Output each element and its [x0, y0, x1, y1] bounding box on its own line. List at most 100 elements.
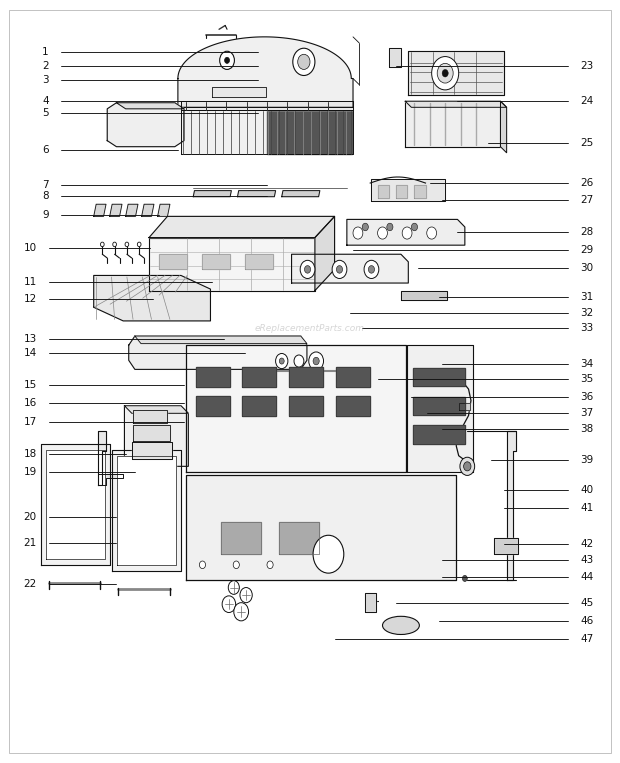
Polygon shape	[405, 101, 507, 108]
Polygon shape	[98, 431, 106, 485]
Polygon shape	[289, 396, 323, 416]
Text: 9: 9	[42, 210, 49, 220]
Text: 47: 47	[580, 634, 593, 644]
Circle shape	[460, 457, 475, 475]
Circle shape	[276, 353, 288, 369]
Polygon shape	[211, 87, 266, 98]
Circle shape	[233, 561, 239, 568]
Polygon shape	[409, 51, 503, 95]
Circle shape	[224, 57, 229, 63]
Text: 39: 39	[580, 455, 593, 465]
Text: 25: 25	[580, 138, 593, 148]
Text: 10: 10	[24, 243, 37, 253]
Text: 40: 40	[580, 485, 593, 495]
Circle shape	[222, 596, 236, 613]
Polygon shape	[246, 254, 273, 269]
Circle shape	[437, 63, 453, 83]
Polygon shape	[126, 204, 138, 217]
Circle shape	[313, 536, 344, 573]
Polygon shape	[371, 179, 445, 201]
Polygon shape	[94, 204, 106, 217]
Polygon shape	[242, 367, 276, 387]
Circle shape	[387, 224, 393, 230]
Polygon shape	[365, 593, 376, 612]
Polygon shape	[110, 204, 122, 217]
Text: 41: 41	[580, 503, 593, 513]
Text: 43: 43	[580, 555, 593, 565]
Polygon shape	[196, 396, 229, 416]
Text: 3: 3	[42, 75, 49, 85]
Circle shape	[100, 242, 104, 246]
Text: 37: 37	[580, 407, 593, 417]
Text: 23: 23	[580, 61, 593, 72]
Circle shape	[442, 69, 448, 77]
Text: 45: 45	[580, 598, 593, 608]
Circle shape	[368, 266, 374, 273]
Polygon shape	[186, 475, 456, 580]
Polygon shape	[98, 474, 123, 485]
Text: 38: 38	[580, 424, 593, 434]
Circle shape	[234, 603, 249, 621]
Circle shape	[300, 260, 315, 278]
Text: 42: 42	[580, 539, 593, 549]
Circle shape	[332, 260, 347, 278]
Text: 34: 34	[580, 359, 593, 369]
Text: 30: 30	[580, 263, 593, 273]
Text: 22: 22	[24, 579, 37, 590]
Polygon shape	[405, 101, 500, 146]
Polygon shape	[336, 396, 370, 416]
Circle shape	[378, 227, 388, 239]
Text: 6: 6	[42, 145, 49, 155]
Polygon shape	[267, 111, 352, 154]
Circle shape	[353, 227, 363, 239]
Circle shape	[200, 561, 206, 568]
Polygon shape	[494, 538, 518, 554]
Circle shape	[304, 266, 311, 273]
Text: 29: 29	[580, 245, 593, 255]
Text: 16: 16	[24, 398, 37, 408]
Polygon shape	[117, 456, 176, 565]
Polygon shape	[186, 345, 406, 472]
Circle shape	[337, 266, 343, 273]
Polygon shape	[413, 368, 466, 386]
Text: 4: 4	[42, 96, 49, 106]
Text: 18: 18	[24, 449, 37, 459]
Text: 26: 26	[580, 178, 593, 188]
Circle shape	[427, 227, 436, 239]
Polygon shape	[221, 523, 261, 554]
Polygon shape	[413, 426, 466, 443]
Text: 5: 5	[42, 108, 49, 118]
Text: 1: 1	[42, 47, 49, 57]
Circle shape	[293, 48, 315, 76]
Text: 28: 28	[580, 227, 593, 237]
Text: 35: 35	[580, 374, 593, 385]
Polygon shape	[401, 291, 447, 300]
Circle shape	[228, 581, 239, 594]
Text: 46: 46	[580, 616, 593, 626]
Circle shape	[364, 260, 379, 278]
Polygon shape	[149, 237, 315, 291]
Polygon shape	[196, 367, 229, 387]
Polygon shape	[181, 111, 353, 154]
Polygon shape	[193, 191, 231, 197]
Circle shape	[412, 224, 417, 230]
Polygon shape	[181, 101, 353, 111]
Polygon shape	[132, 442, 172, 459]
Circle shape	[402, 227, 412, 239]
Text: 31: 31	[580, 292, 593, 302]
Circle shape	[125, 242, 129, 246]
Circle shape	[463, 575, 467, 581]
Polygon shape	[315, 217, 335, 291]
Circle shape	[113, 242, 117, 246]
Circle shape	[219, 51, 234, 69]
Text: 20: 20	[24, 512, 37, 522]
Text: 19: 19	[24, 467, 37, 477]
Text: 2: 2	[42, 61, 49, 72]
Circle shape	[267, 561, 273, 568]
Polygon shape	[279, 523, 319, 554]
Text: 21: 21	[24, 538, 37, 548]
Polygon shape	[112, 449, 181, 571]
Circle shape	[138, 242, 141, 246]
Polygon shape	[94, 275, 210, 321]
Polygon shape	[414, 185, 425, 198]
